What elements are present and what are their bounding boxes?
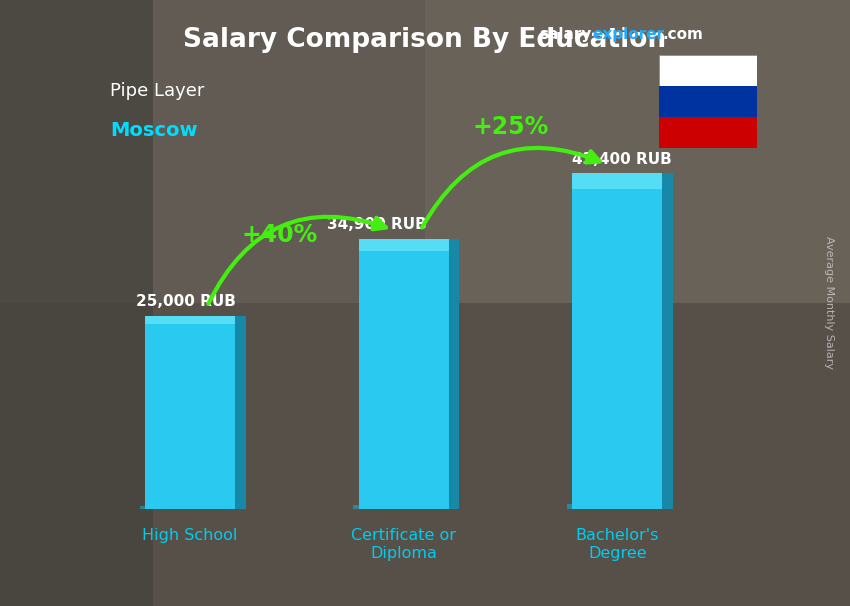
Text: +40%: +40%: [241, 222, 318, 247]
Text: Average Monthly Salary: Average Monthly Salary: [824, 236, 834, 370]
Text: Pipe Layer: Pipe Layer: [110, 82, 205, 100]
Text: explorer: explorer: [592, 27, 665, 42]
Bar: [572, 173, 662, 509]
Bar: [662, 173, 673, 509]
Bar: [567, 504, 667, 509]
Bar: [359, 239, 449, 509]
Text: 43,400 RUB: 43,400 RUB: [572, 152, 672, 167]
Bar: [572, 173, 662, 188]
Bar: [139, 506, 241, 509]
Text: +25%: +25%: [473, 115, 548, 139]
Bar: [0, 0, 153, 606]
Bar: [145, 316, 235, 509]
Bar: [449, 239, 459, 509]
Bar: [659, 86, 756, 117]
Bar: [0, 303, 850, 606]
Text: Moscow: Moscow: [110, 121, 198, 140]
Bar: [659, 117, 756, 148]
Text: 25,000 RUB: 25,000 RUB: [136, 294, 236, 309]
Text: .com: .com: [662, 27, 703, 42]
Bar: [425, 0, 850, 303]
Bar: [659, 55, 756, 86]
Text: Salary Comparison By Education: Salary Comparison By Education: [184, 27, 666, 53]
Bar: [354, 505, 454, 509]
Bar: [145, 316, 235, 324]
Bar: [359, 239, 449, 251]
Text: 34,900 RUB: 34,900 RUB: [327, 217, 427, 232]
Bar: [235, 316, 246, 509]
Text: salary: salary: [540, 27, 592, 42]
